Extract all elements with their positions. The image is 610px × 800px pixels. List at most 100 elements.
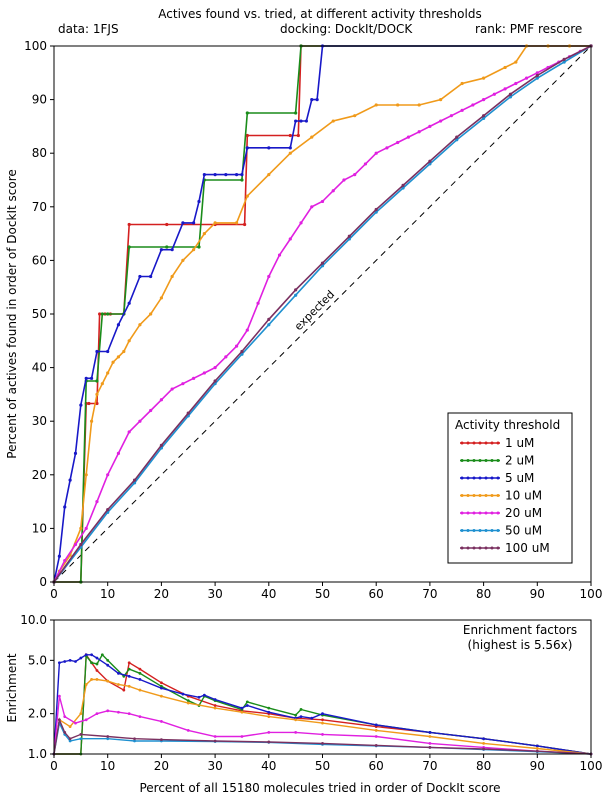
data-point <box>192 376 196 380</box>
enrichment-point <box>374 743 378 747</box>
enrichment-point <box>267 706 271 710</box>
enrichment-point <box>138 671 142 675</box>
data-point <box>277 253 282 257</box>
data-point <box>165 245 169 249</box>
enrichment-point <box>106 737 110 741</box>
legend: Activity threshold 1 uM 2 uM 5 uM 10 uM 20 u… <box>447 412 573 564</box>
legend-entry-label: 10 uM <box>505 489 542 503</box>
enrichment-point <box>294 713 298 717</box>
rank-label: rank: PMF rescore <box>475 22 582 36</box>
data-point <box>294 288 298 292</box>
data-point <box>417 130 421 134</box>
data-point <box>428 162 432 166</box>
enrichment-point <box>197 695 201 699</box>
enrichment-point <box>68 725 72 729</box>
bottom-x-tick-label: 30 <box>207 759 222 773</box>
enrichment-point <box>117 671 120 675</box>
enrichment-point <box>127 667 131 671</box>
enrichment-point <box>428 730 432 734</box>
series-line-2-uM <box>54 45 591 583</box>
enrichment-point <box>138 667 142 671</box>
data-point <box>460 81 464 86</box>
data-point <box>492 92 496 96</box>
top-y-tick-label: 80 <box>32 146 47 160</box>
enrichment-line-20-uM <box>53 696 592 755</box>
data-point <box>73 542 78 547</box>
bottom-x-tick-label: 20 <box>154 759 169 773</box>
top-x-tick-label: 60 <box>369 587 384 601</box>
data-point <box>428 159 432 163</box>
top-x-tick-label: 40 <box>261 587 276 601</box>
data-point <box>127 430 131 434</box>
top-y-axis-label: Percent of actives found in order of Doc… <box>5 169 19 458</box>
legend-entry-label: 1 uM <box>505 436 534 450</box>
enrichment-point <box>160 681 163 685</box>
enrichment-point <box>122 688 126 692</box>
bottom-y-axis-label: Enrichment <box>5 653 19 722</box>
enrichment-point <box>240 735 244 738</box>
enrichment-point <box>133 737 136 741</box>
enrichment-point <box>186 701 190 705</box>
enrichment-point <box>68 739 72 743</box>
top-x-tick-label: 100 <box>580 587 603 601</box>
data-point <box>562 57 566 62</box>
data-point <box>455 138 459 142</box>
data-point <box>256 301 260 305</box>
data-point <box>100 312 104 316</box>
enrichment-point <box>321 733 324 736</box>
enrichment-point <box>106 679 110 683</box>
legend-swatch-marker <box>484 511 488 515</box>
legend-swatch-marker <box>460 529 464 532</box>
data-point <box>95 401 99 406</box>
data-point <box>127 245 131 249</box>
enrichment-point <box>106 709 110 713</box>
legend-swatch-marker <box>466 546 470 550</box>
data-point <box>106 371 110 375</box>
data-point <box>396 103 400 107</box>
legend-swatch-marker <box>472 441 476 445</box>
enrichment-point <box>213 735 217 738</box>
legend-swatch-marker <box>484 529 488 532</box>
data-point <box>197 245 201 249</box>
legend-swatch-marker <box>472 529 476 532</box>
enrichment-point <box>95 656 99 660</box>
data-point <box>116 451 121 455</box>
data-point <box>127 222 131 227</box>
top-y-tick-label: 70 <box>32 200 47 214</box>
top-x-tick-label: 80 <box>476 587 491 601</box>
enrichment-point <box>321 721 324 725</box>
data-point <box>95 349 99 354</box>
data-point <box>127 301 131 305</box>
bottom-y-tick-label: 5.0 <box>28 653 47 667</box>
bottom-y-tick-label: 10.0 <box>20 613 47 627</box>
enrichment-point <box>267 730 271 734</box>
bottom-plot-series <box>52 652 593 756</box>
legend-swatch-marker <box>466 494 470 497</box>
data-point <box>240 173 244 177</box>
legend-swatch-marker <box>460 459 464 462</box>
data-point <box>401 183 405 187</box>
data-point <box>508 92 513 96</box>
data-point <box>374 207 378 212</box>
data-point <box>460 108 464 112</box>
data-point <box>149 312 153 316</box>
legend-swatch-marker <box>490 511 494 515</box>
legend-swatch-marker <box>490 441 494 445</box>
bottom-x-tick-label: 80 <box>476 759 491 773</box>
legend-swatch-marker <box>496 476 500 480</box>
data-point <box>106 312 110 316</box>
data-point <box>181 382 185 386</box>
data-point <box>84 473 88 477</box>
enrichment-point <box>138 688 142 692</box>
enrichment-point <box>294 718 298 722</box>
enrichment-point <box>133 739 136 743</box>
top-plot-series <box>52 44 593 584</box>
data-point <box>73 451 78 455</box>
data-point <box>245 194 249 198</box>
enrichment-point <box>428 746 432 749</box>
enrichment-point <box>127 674 131 678</box>
data-point <box>288 133 292 138</box>
top-y-tick-label: 40 <box>32 361 47 375</box>
enrichment-point <box>202 693 206 697</box>
legend-swatch-marker <box>472 494 476 497</box>
